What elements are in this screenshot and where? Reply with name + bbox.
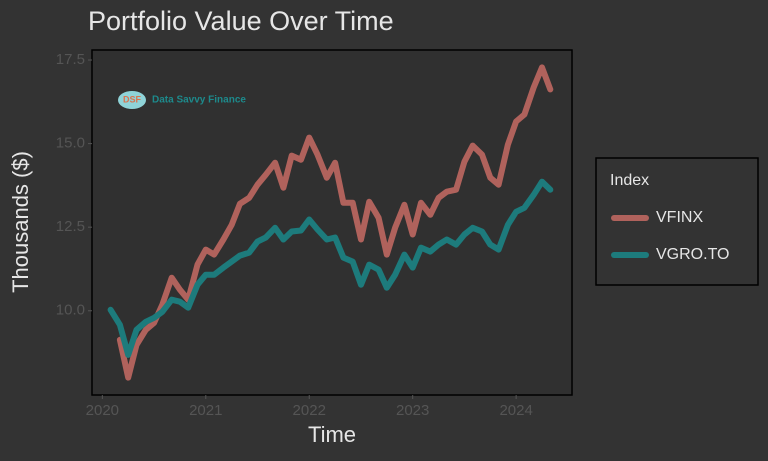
legend-title: Index bbox=[610, 172, 649, 189]
y-axis-label: Thousands ($) bbox=[8, 151, 33, 293]
chart-title: Portfolio Value Over Time bbox=[88, 6, 394, 36]
x-tick-label: 2021 bbox=[189, 402, 222, 419]
x-tick-label: 2024 bbox=[499, 402, 532, 419]
y-tick-label: 17.5 bbox=[56, 51, 85, 68]
series-line bbox=[116, 64, 554, 381]
x-tick-label: 2023 bbox=[396, 402, 429, 419]
plot-panel bbox=[91, 49, 573, 396]
y-tick-label: 15.0 bbox=[56, 135, 85, 152]
y-tick-label: 10.0 bbox=[56, 302, 85, 319]
series-line bbox=[107, 178, 554, 358]
x-tick-label: 2022 bbox=[293, 402, 326, 419]
watermark: Data Savvy Finance bbox=[152, 95, 246, 106]
x-tick-label: 2020 bbox=[86, 402, 119, 419]
y-tick-label: 12.5 bbox=[56, 218, 85, 235]
logo-text: DSF bbox=[123, 94, 142, 104]
legend-label: VFINX bbox=[656, 209, 703, 226]
legend-box bbox=[595, 157, 759, 286]
x-axis-label: Time bbox=[308, 422, 356, 447]
legend-label: VGRO.TO bbox=[656, 246, 730, 263]
logo bbox=[118, 91, 146, 109]
